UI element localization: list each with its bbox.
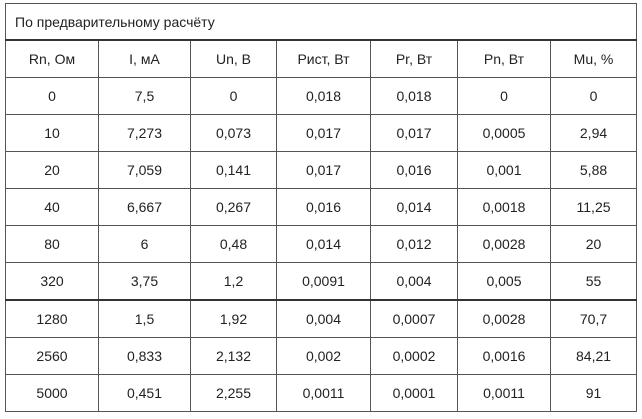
table-cell: 0,451	[98, 374, 191, 412]
table-cell: 0,005	[457, 262, 551, 301]
table-row: 20 7,059 0,141 0,017 0,016 0,001 5,88	[5, 151, 638, 189]
column-header-pr: Pr, Вт	[370, 39, 458, 78]
table-cell: 0,141	[190, 151, 277, 189]
table-cell: 0,0028	[457, 299, 551, 338]
table-cell: 6,667	[98, 188, 191, 226]
table-cell: 0,012	[370, 225, 458, 263]
header-row: Rn, Ом I, мА Un, В Рист, Вт Pr, Вт Pn, В…	[5, 39, 638, 78]
table-caption: По предварительному расчёту	[4, 3, 638, 41]
table-cell: 0	[457, 77, 551, 115]
table-cell: 0,014	[276, 225, 371, 263]
table-cell: 0,004	[370, 262, 458, 301]
column-header-rn: Rn, Ом	[5, 39, 99, 78]
table-cell: 0,073	[190, 114, 277, 152]
table-cell: 0,833	[98, 337, 191, 375]
table-cell: 7,059	[98, 151, 191, 189]
table-cell: 1,2	[190, 262, 277, 301]
table-cell: 3,75	[98, 262, 191, 301]
table-cell: 0,017	[276, 151, 371, 189]
column-header-rist: Рист, Вт	[276, 39, 371, 78]
table-cell: 0,0001	[370, 374, 458, 412]
table-cell: 5,88	[549, 151, 638, 189]
table-cell: 0,0011	[457, 374, 551, 412]
column-header-un: Un, В	[190, 39, 277, 78]
table-cell: 0,014	[370, 188, 458, 226]
table-cell: 70,7	[549, 299, 638, 338]
table-cell: 0,017	[276, 114, 371, 152]
table-cell: 10	[5, 114, 99, 152]
table-cell: 1,92	[190, 299, 277, 338]
table-row: 40 6,667 0,267 0,016 0,014 0,0018 11,25	[5, 188, 638, 226]
table-cell: 0,004	[276, 299, 371, 338]
table-row: 80 6 0,48 0,014 0,012 0,0028 20	[5, 225, 638, 263]
table-cell: 5000	[5, 374, 99, 412]
table-cell: 0,0011	[276, 374, 371, 412]
table-cell: 0,002	[276, 337, 371, 375]
column-header-pn: Pn, Вт	[457, 39, 551, 78]
table-cell: 0	[190, 77, 277, 115]
table-cell: 84,21	[549, 337, 638, 375]
table-row: 10 7,273 0,073 0,017 0,017 0,0005 2,94	[5, 114, 638, 152]
table-cell: 0,017	[370, 114, 458, 152]
table-cell: 0,0018	[457, 188, 551, 226]
calculation-table: По предварительному расчёту Rn, Ом I, мА…	[4, 3, 638, 412]
table-row: 2560 0,833 2,132 0,002 0,0002 0,0016 84,…	[5, 337, 638, 375]
table-cell: 6	[98, 225, 191, 263]
table-cell: 40	[5, 188, 99, 226]
table-cell: 2,255	[190, 374, 277, 412]
table-row: 0 7,5 0 0,018 0,018 0 0	[5, 77, 638, 115]
table-cell: 0,0091	[276, 262, 371, 301]
table-cell: 0,267	[190, 188, 277, 226]
table-cell: 20	[549, 225, 638, 263]
column-header-i: I, мА	[98, 39, 191, 78]
table-cell: 320	[5, 262, 99, 301]
table-cell: 0,018	[370, 77, 458, 115]
table-row: 5000 0,451 2,255 0,0011 0,0001 0,0011 91	[5, 374, 638, 412]
table-cell: 7,5	[98, 77, 191, 115]
table-cell: 0,0016	[457, 337, 551, 375]
table-cell: 0,0028	[457, 225, 551, 263]
table-cell: 2,94	[549, 114, 638, 152]
table-row: 320 3,75 1,2 0,0091 0,004 0,005 55	[5, 262, 638, 301]
table-cell: 0,0005	[457, 114, 551, 152]
table-cell: 2560	[5, 337, 99, 375]
column-header-mu: Mu, %	[549, 39, 638, 78]
table-cell: 80	[5, 225, 99, 263]
table-cell: 0	[549, 77, 638, 115]
table-cell: 0,016	[276, 188, 371, 226]
table-cell: 0	[5, 77, 99, 115]
table-cell: 0,016	[370, 151, 458, 189]
table-cell: 11,25	[549, 188, 638, 226]
table-cell: 0,48	[190, 225, 277, 263]
table-cell: 0,018	[276, 77, 371, 115]
table-cell: 1280	[5, 299, 99, 338]
table-cell: 0,0002	[370, 337, 458, 375]
table-cell: 55	[549, 262, 638, 301]
table-cell: 0,0007	[370, 299, 458, 338]
table-cell: 7,273	[98, 114, 191, 152]
table-cell: 2,132	[190, 337, 277, 375]
caption-row: По предварительному расчёту	[4, 3, 638, 41]
table-cell: 20	[5, 151, 99, 189]
table-cell: 0,001	[457, 151, 551, 189]
table-cell: 1,5	[98, 299, 191, 338]
table-cell: 91	[549, 374, 638, 412]
table-row: 1280 1,5 1,92 0,004 0,0007 0,0028 70,7	[5, 299, 638, 338]
